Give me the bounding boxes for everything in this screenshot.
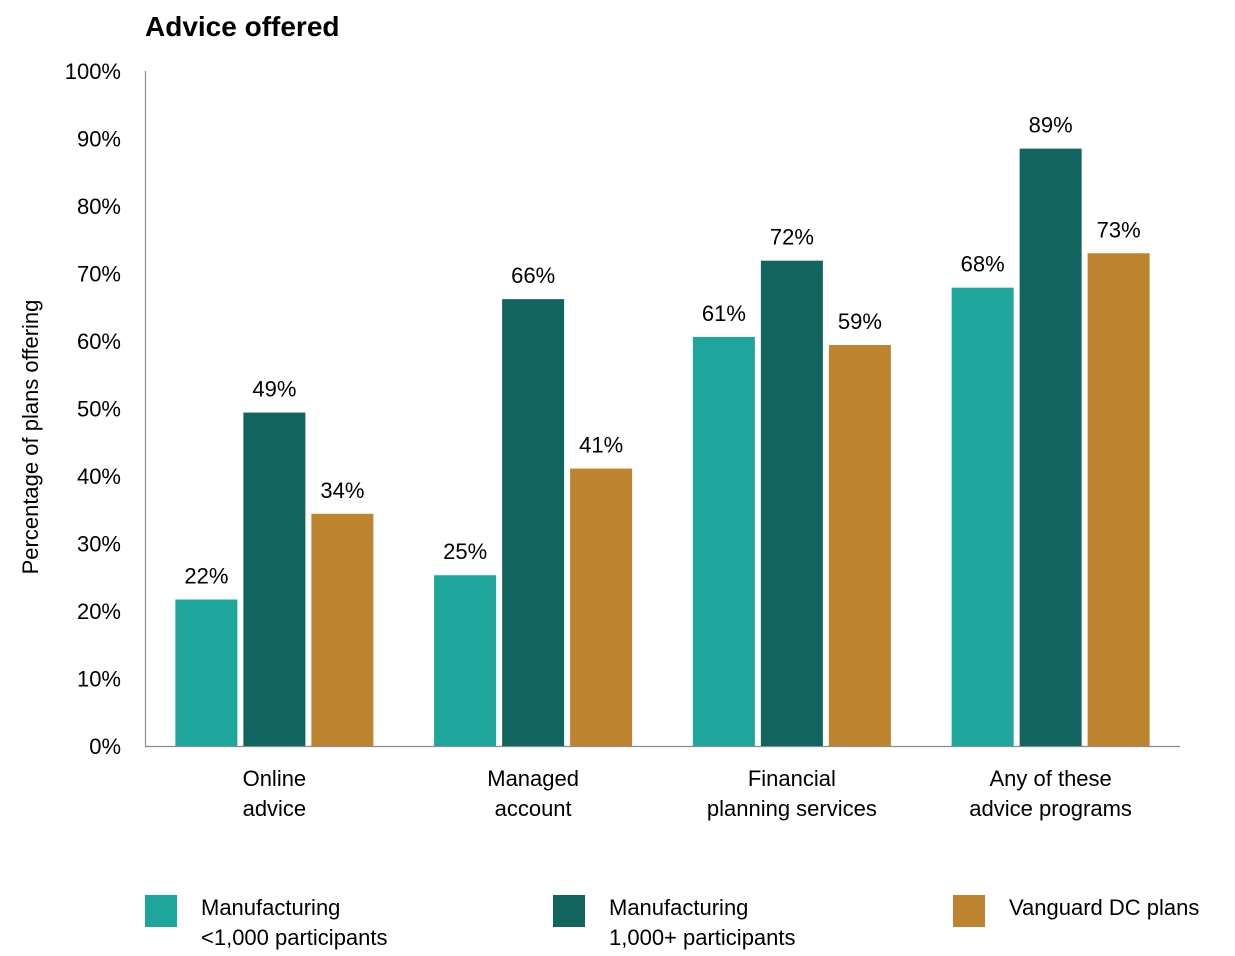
data-label: 25% <box>443 539 487 564</box>
bar <box>951 287 1014 746</box>
bar <box>828 345 891 746</box>
bar <box>434 575 497 746</box>
legend-swatch <box>145 895 177 927</box>
bar <box>243 412 306 746</box>
bar <box>175 599 238 746</box>
axes <box>144 71 1180 748</box>
bar <box>311 513 374 746</box>
bar <box>1019 148 1082 746</box>
y-tick-label: 60% <box>77 329 121 354</box>
category-label: advice programs <box>969 796 1132 821</box>
y-tick-label: 10% <box>77 667 121 692</box>
data-label: 49% <box>252 377 296 402</box>
y-axis-label: Percentage of plans offering <box>18 300 43 575</box>
legend-item: Manufacturing 1,000+ participants <box>553 893 796 953</box>
bar <box>692 336 755 746</box>
y-tick-label: 30% <box>77 532 121 557</box>
y-tick-label: 40% <box>77 464 121 489</box>
data-labels: 22% 49% 34% 25% 66% 41% 61% 72% 59% 68% 89% 73% <box>184 113 1140 589</box>
data-label: 72% <box>770 225 814 250</box>
legend-label: Vanguard DC plans <box>1009 895 1200 920</box>
data-label: 66% <box>511 263 555 288</box>
category-label: Any of these <box>989 766 1111 791</box>
y-tick-label: 50% <box>77 397 121 422</box>
y-ticks: 0% 10% 20% 30% 40% 50% 60% 70% 80% 90% 100% <box>65 59 121 759</box>
data-label: 34% <box>320 478 364 503</box>
category-label: Financial <box>748 766 836 791</box>
y-tick-label: 100% <box>65 59 121 84</box>
category-label: planning services <box>707 796 877 821</box>
data-label: 41% <box>579 433 623 458</box>
category-label: advice <box>243 796 307 821</box>
legend-swatch <box>553 895 585 927</box>
bar <box>760 260 823 746</box>
y-tick-label: 0% <box>89 734 121 759</box>
data-label: 89% <box>1029 113 1073 138</box>
legend-item: Vanguard DC plans <box>953 893 1199 927</box>
legend-label: Manufacturing 1,000+ participants <box>609 895 796 950</box>
bar <box>570 468 633 746</box>
bar-chart: Advice offered Percentage of plans offer… <box>18 11 1180 821</box>
bar <box>502 299 565 746</box>
category-label: Managed <box>487 766 579 791</box>
category-label: account <box>495 796 572 821</box>
y-tick-label: 20% <box>77 599 121 624</box>
data-label: 22% <box>184 564 228 589</box>
category-label: Online <box>243 766 307 791</box>
y-tick-label: 90% <box>77 127 121 152</box>
bars <box>175 148 1150 746</box>
data-label: 59% <box>838 309 882 334</box>
data-label: 68% <box>961 252 1005 277</box>
data-label: 73% <box>1097 217 1141 242</box>
data-label: 61% <box>702 301 746 326</box>
bar <box>1087 253 1150 746</box>
category-labels: Online advice Managed account Financial plann… <box>243 766 1132 821</box>
chart-title: Advice offered <box>145 11 340 42</box>
y-tick-label: 80% <box>77 194 121 219</box>
legend-item: Manufacturing <1,000 participants <box>145 893 388 953</box>
y-tick-label: 70% <box>77 262 121 287</box>
legend-swatch <box>953 895 985 927</box>
legend-label: Manufacturing <1,000 participants <box>201 895 388 950</box>
